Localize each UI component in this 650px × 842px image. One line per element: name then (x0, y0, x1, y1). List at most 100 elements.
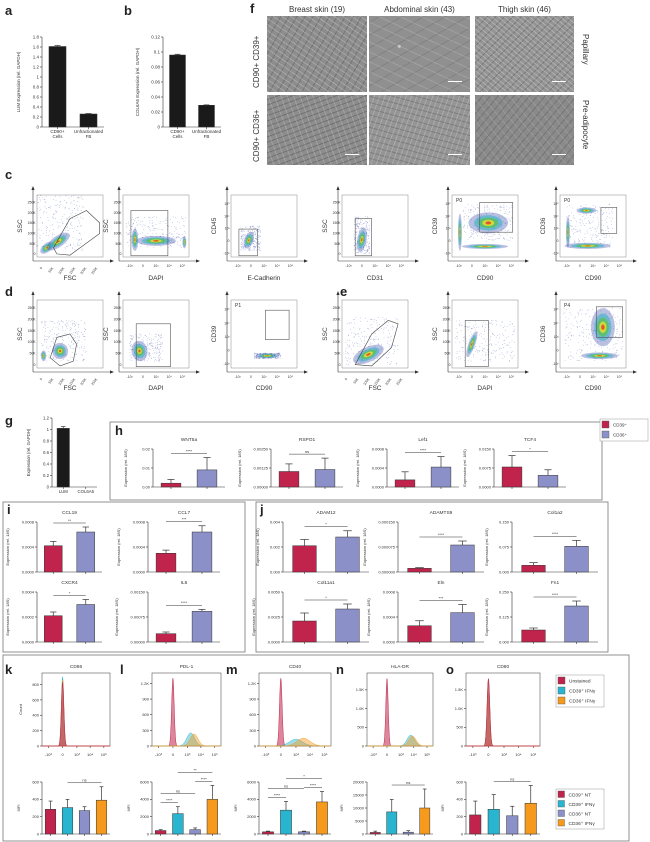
y-tick-label: 400 (32, 713, 39, 718)
event-dot (141, 338, 143, 340)
event-dot (386, 318, 387, 320)
event-dot (171, 246, 172, 248)
event-dot (570, 339, 571, 341)
event-dot (240, 249, 242, 251)
event-dot (566, 206, 568, 208)
bar (407, 568, 432, 573)
event-dot (66, 325, 68, 327)
event-dot (572, 207, 573, 209)
event-dot (477, 235, 478, 237)
y-tick-label: 250K (333, 306, 342, 310)
event-dot (499, 235, 501, 237)
event-dot (367, 328, 369, 330)
event-dot (272, 357, 274, 358)
event-dot (374, 340, 376, 342)
event-dot (77, 196, 79, 198)
event-dot (250, 226, 252, 228)
event-dot (582, 239, 583, 240)
event-dot (470, 229, 472, 231)
event-dot (510, 219, 512, 221)
event-dot (181, 247, 182, 249)
event-dot (155, 228, 156, 230)
event-dot (241, 234, 243, 236)
event-dot (248, 250, 250, 251)
event-dot (241, 235, 243, 237)
event-dot (58, 225, 60, 227)
event-dot (63, 359, 64, 361)
event-dot (500, 206, 501, 208)
event-dot (41, 240, 43, 242)
event-dot (43, 320, 45, 322)
event-dot (131, 336, 132, 337)
density-contour (585, 210, 588, 211)
event-dot (129, 342, 131, 344)
event-dot (616, 330, 618, 332)
event-dot (458, 350, 460, 352)
event-dot (603, 211, 605, 213)
event-dot (172, 222, 173, 223)
event-dot (499, 337, 500, 339)
event-dot (68, 320, 70, 322)
event-dot (45, 202, 47, 203)
event-dot (353, 234, 355, 236)
event-dot (249, 250, 251, 251)
event-dot (170, 240, 172, 242)
event-dot (578, 314, 580, 316)
significance-label: **** (166, 798, 173, 803)
event-dot (582, 327, 584, 329)
event-dot (48, 354, 50, 356)
event-dot (128, 223, 130, 225)
x-tick-label: 0 (172, 752, 175, 757)
event-dot (71, 201, 73, 203)
event-dot (477, 232, 479, 234)
event-dot (367, 234, 369, 236)
event-dot (51, 236, 53, 238)
event-dot (52, 229, 54, 231)
event-dot (131, 335, 133, 337)
x-tick-label: 10⁵ (180, 264, 186, 268)
event-dot (483, 348, 485, 350)
event-dot (593, 207, 595, 209)
event-dot (57, 227, 59, 229)
event-dot (608, 244, 610, 246)
event-dot (591, 237, 593, 239)
panel-label-k: k (5, 662, 13, 677)
event-dot (242, 239, 243, 241)
event-dot (82, 250, 83, 251)
event-dot (147, 246, 148, 248)
event-dot (579, 310, 581, 311)
event-dot (150, 349, 152, 350)
chart-title: Col11a1 (317, 580, 335, 586)
x-tick-label: -10³ (564, 375, 571, 379)
event-dot (510, 347, 512, 349)
event-dot (80, 197, 82, 199)
event-dot (129, 344, 131, 346)
event-dot (181, 237, 183, 239)
significance-label: ns (305, 449, 309, 454)
event-dot (136, 224, 138, 226)
chart-title: ADAMTS9 (430, 510, 453, 516)
event-dot (615, 336, 617, 338)
x-tick-label: 10⁵ (288, 264, 294, 268)
event-dot (472, 229, 474, 231)
histogram-peak (466, 678, 540, 747)
event-dot (133, 231, 135, 232)
event-dot (484, 326, 486, 328)
event-dot (483, 214, 485, 216)
event-dot (179, 227, 181, 229)
y-axis-arrow-icon (31, 291, 35, 295)
event-dot (494, 350, 496, 352)
event-dot (68, 216, 70, 218)
event-dot (355, 243, 357, 245)
y-tick-label: 0.2 (33, 114, 40, 119)
event-dot (596, 338, 598, 340)
bar (521, 565, 546, 573)
event-dot (47, 337, 49, 339)
event-dot (48, 207, 50, 208)
event-dot (140, 242, 142, 244)
event-dot (65, 223, 67, 225)
event-dot (590, 343, 592, 345)
event-dot (244, 236, 246, 238)
event-dot (46, 226, 48, 227)
